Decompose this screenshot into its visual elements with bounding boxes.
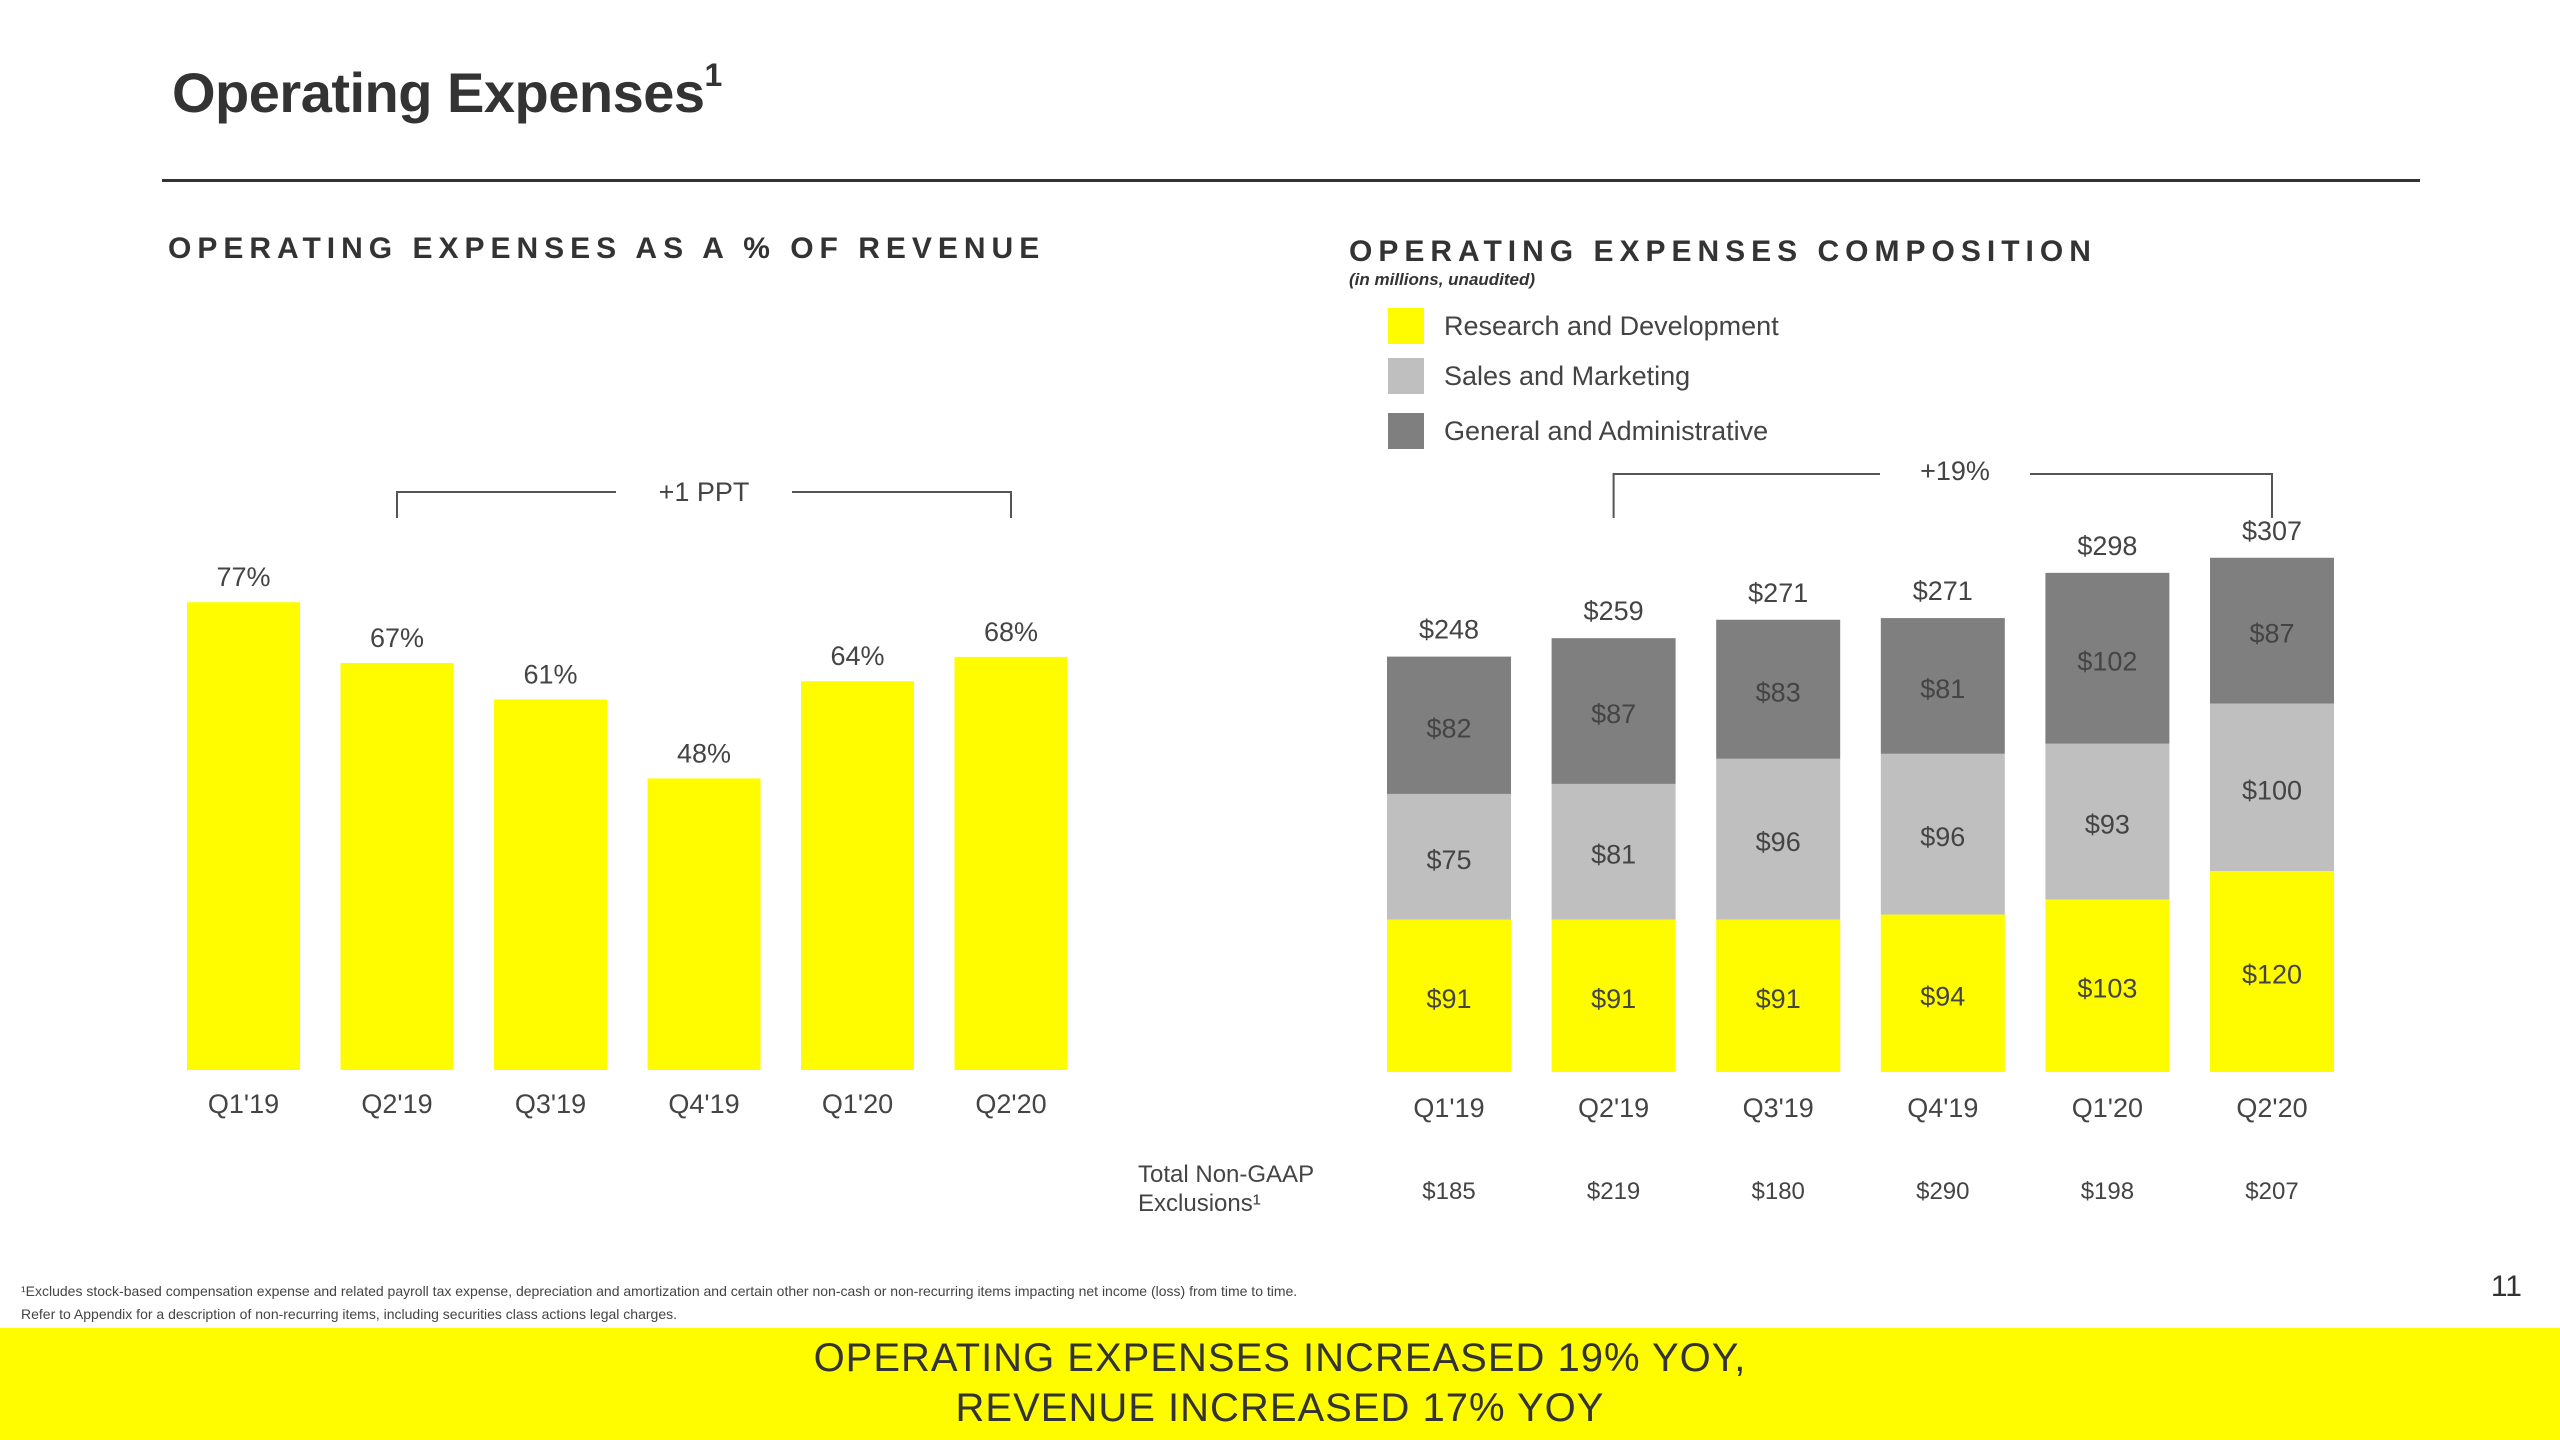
- left-category-label-0: Q1'19: [208, 1089, 279, 1119]
- legend-label-rd: Research and Development: [1444, 311, 1779, 341]
- title-divider: [162, 179, 2420, 182]
- stack-seg-0-2: [1716, 919, 1841, 1072]
- left-bar-value-label-0: 77%: [216, 562, 270, 592]
- stack-seg-label-2-3: $81: [1920, 674, 1965, 704]
- page-title-superscript: 1: [704, 57, 723, 94]
- right-category-label-4: Q1'20: [2072, 1093, 2143, 1123]
- left-bar-3: [647, 778, 761, 1070]
- left-bar-value-label-2: 61%: [523, 659, 577, 689]
- charts-canvas: 77% Q1'19 67% Q2'19 61% Q3'19 48% Q4'19 64% Q1'20…: [187, 456, 2334, 1205]
- left-bar-0: [187, 602, 300, 1070]
- right-bracket-label: +19%: [1920, 456, 1990, 486]
- stack-seg-label-1-5: $100: [2242, 775, 2302, 805]
- right-category-label-3: Q4'19: [1907, 1093, 1978, 1123]
- stack-seg-0-4: [2045, 899, 2170, 1072]
- stack-seg-label-2-5: $87: [2249, 619, 2294, 649]
- right-chart-subtitle: (in millions, unaudited): [1349, 270, 1536, 289]
- left-bar-value-label-4: 64%: [830, 641, 884, 671]
- stack-seg-1-4: [2045, 743, 2170, 900]
- left-category-label-4: Q1'20: [822, 1089, 893, 1119]
- stack-total-label-0: $248: [1419, 615, 1479, 645]
- stack-seg-label-1-4: $93: [2085, 810, 2130, 840]
- stack-seg-0-1: [1551, 919, 1676, 1072]
- stack-seg-2-3: [1880, 618, 2005, 754]
- stack-seg-1-1: [1551, 783, 1676, 920]
- stack-seg-label-0-5: $120: [2242, 960, 2302, 990]
- stack-total-label-3: $271: [1913, 576, 1973, 606]
- page-title-text: Operating Expenses: [172, 61, 705, 124]
- nongaap-label-line1: Total Non-GAAP: [1138, 1161, 1315, 1188]
- nongaap-value-5: $207: [2245, 1178, 2298, 1205]
- right-bracket: [1612, 473, 2273, 518]
- stack-seg-label-0-2: $91: [1756, 984, 1801, 1014]
- page-title: Operating Expenses1: [172, 57, 723, 125]
- left-category-label-5: Q2'20: [975, 1089, 1046, 1119]
- stack-seg-label-2-0: $82: [1426, 713, 1471, 743]
- stack-total-label-2: $271: [1748, 578, 1808, 608]
- legend-label-ga: General and Administrative: [1444, 416, 1769, 446]
- nongaap-value-1: $219: [1587, 1178, 1640, 1205]
- footnote-line1: ¹Excludes stock-based compensation expen…: [21, 1283, 1298, 1299]
- legend-swatch-ga: [1388, 413, 1424, 449]
- stack-seg-label-0-1: $91: [1591, 984, 1636, 1014]
- left-category-label-2: Q3'19: [515, 1089, 586, 1119]
- banner-line2: REVENUE INCREASED 17% YOY: [955, 1386, 1605, 1430]
- right-chart-title: OPERATING EXPENSES COMPOSITION: [1349, 235, 2097, 268]
- stack-total-label-4: $298: [2077, 531, 2137, 561]
- nongaap-value-3: $290: [1916, 1178, 1969, 1205]
- stack-seg-label-1-2: $96: [1756, 827, 1801, 857]
- stack-seg-1-2: [1716, 758, 1841, 920]
- stack-seg-2-5: [2210, 557, 2334, 704]
- banner-line1: OPERATING EXPENSES INCREASED 19% YOY,: [813, 1336, 1747, 1380]
- stack-seg-label-1-1: $81: [1591, 840, 1636, 870]
- stack-seg-0-5: [2210, 871, 2334, 1072]
- stack-total-label-5: $307: [2242, 516, 2302, 546]
- stack-seg-2-2: [1716, 619, 1841, 759]
- right-category-label-2: Q3'19: [1743, 1093, 1814, 1123]
- left-bar-4: [801, 681, 914, 1070]
- left-bar-value-label-3: 48%: [677, 738, 731, 768]
- left-bar-1: [340, 662, 454, 1070]
- nongaap-value-2: $180: [1752, 1178, 1805, 1205]
- left-category-label-3: Q4'19: [668, 1089, 739, 1119]
- page-number: 11: [2490, 1270, 2522, 1303]
- right-category-label-5: Q2'20: [2236, 1093, 2307, 1123]
- legend-label-sm: Sales and Marketing: [1444, 361, 1691, 391]
- stack-seg-2-4: [2045, 572, 2170, 744]
- stack-seg-1-5: [2210, 703, 2334, 871]
- nongaap-label-line2: Exclusions¹: [1138, 1190, 1261, 1217]
- legend-swatch-rd: [1388, 308, 1424, 344]
- left-bar-value-label-1: 67%: [370, 623, 424, 653]
- stack-seg-label-1-3: $96: [1920, 822, 1965, 852]
- left-bar-5: [954, 656, 1068, 1070]
- left-bar-2: [494, 699, 607, 1070]
- footnote-line2: Refer to Appendix for a description of n…: [21, 1306, 677, 1322]
- stack-seg-label-2-2: $83: [1756, 677, 1801, 707]
- nongaap-value-4: $198: [2081, 1178, 2134, 1205]
- stack-seg-1-3: [1880, 753, 2005, 915]
- left-bracket: [396, 491, 1012, 518]
- stack-seg-2-1: [1551, 638, 1676, 784]
- right-category-label-0: Q1'19: [1413, 1093, 1484, 1123]
- stack-seg-label-0-4: $103: [2077, 974, 2137, 1004]
- legend-swatch-sm: [1388, 358, 1424, 394]
- stack-seg-1-0: [1387, 793, 1511, 920]
- stack-seg-0-0: [1387, 919, 1511, 1072]
- stack-total-label-1: $259: [1584, 596, 1644, 626]
- stack-seg-2-0: [1387, 656, 1511, 794]
- stack-seg-label-2-1: $87: [1591, 699, 1636, 729]
- stack-seg-0-3: [1880, 914, 2005, 1072]
- left-chart-title: OPERATING EXPENSES AS A % OF REVENUE: [168, 232, 1046, 265]
- stack-seg-label-0-3: $94: [1920, 981, 1965, 1011]
- nongaap-value-0: $185: [1422, 1178, 1475, 1205]
- left-bar-value-label-5: 68%: [984, 617, 1038, 647]
- right-category-label-1: Q2'19: [1578, 1093, 1649, 1123]
- stack-seg-label-2-4: $102: [2077, 646, 2137, 676]
- summary-banner: OPERATING EXPENSES INCREASED 19% YOY, RE…: [0, 1328, 2560, 1440]
- stack-seg-label-1-0: $75: [1426, 845, 1471, 875]
- stack-seg-label-0-0: $91: [1426, 984, 1471, 1014]
- left-category-label-1: Q2'19: [361, 1089, 432, 1119]
- left-bracket-label: +1 PPT: [659, 477, 750, 507]
- nongaap-exclusions-label: Total Non-GAAP Exclusions¹: [1138, 1160, 1314, 1218]
